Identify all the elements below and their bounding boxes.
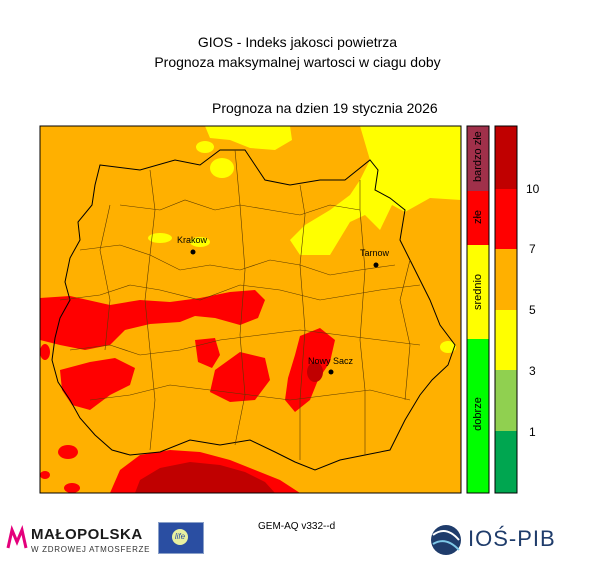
city-label-nowy-sacz: Nowy Sacz (308, 356, 354, 366)
life-logo-text: life (172, 529, 188, 545)
category-zle (467, 191, 489, 245)
zone-red-southwest (60, 358, 135, 410)
scale-band-6 (495, 431, 517, 493)
scale-band-4 (495, 310, 517, 370)
zone-darkred-south (135, 462, 275, 493)
map-frame (39, 125, 462, 494)
scale-band-5 (495, 370, 517, 431)
map-subtitle: Prognoza maksymalnej wartosci w ciagu do… (154, 54, 441, 70)
malopolska-logo-subtext: W ZDROWEJ ATMOSFERZE (31, 545, 151, 554)
city-label-tarnow: Tarnow (360, 248, 390, 258)
zone-yellow-small2 (210, 158, 234, 178)
ios-pib-logo: IOŚ-PIB (428, 520, 568, 560)
eu-life-logo: life (158, 522, 204, 554)
city-marker-tarnow (373, 262, 379, 268)
zone-darkred-nowy-sacz (307, 362, 323, 382)
zone-red-south-center (210, 352, 270, 402)
malopolska-logo-mark (6, 525, 28, 549)
scale-tick-3: 3 (529, 364, 536, 378)
forecast-map: Krakow Tarnow Nowy Sacz (40, 126, 461, 493)
city-label-krakow: Krakow (177, 235, 208, 245)
forecast-date: Prognoza na dzien 19 stycznia 2026 (212, 100, 438, 116)
zone-yellow-krakow (148, 233, 172, 243)
county-borders (59, 149, 421, 460)
ios-pib-logo-text: IOŚ-PIB (468, 526, 556, 551)
zone-red-small4 (40, 344, 50, 360)
zone-red-west-band (40, 290, 265, 350)
category-label-zle: złe (472, 209, 484, 225)
zone-red-small3 (40, 471, 50, 479)
ios-logo-mark (431, 525, 461, 555)
zone-yellow-east (440, 341, 456, 353)
malopolska-logo: MAŁOPOLSKA W ZDROWEJ ATMOSFERZE (5, 521, 153, 557)
category-label-dobrze: dobrze (472, 397, 484, 431)
scale-legend (494, 125, 518, 494)
city-marker-krakow (190, 249, 196, 255)
zone-red-small1 (58, 445, 78, 459)
scale-band-1 (495, 126, 517, 189)
zone-yellow-small1 (196, 141, 214, 153)
scale-tick-1: 1 (529, 425, 536, 439)
malopolska-logo-text: MAŁOPOLSKA (31, 526, 143, 543)
category-bardzo-zle (467, 126, 489, 191)
category-dobrze (467, 339, 489, 493)
city-marker-nowy-sacz (328, 369, 334, 375)
model-label: GEM-AQ v332--d (258, 521, 336, 532)
zone-red-small2 (64, 483, 80, 493)
zone-yellow-north (205, 126, 292, 150)
scale-tick-7: 7 (529, 242, 536, 256)
map-title: GIOS - Indeks jakosci powietrza (197, 34, 398, 50)
zone-yellow-krakow2 (190, 237, 210, 247)
scale-tick-10: 10 (526, 182, 540, 196)
category-label-srednio: srednio (472, 273, 484, 311)
category-srednio (467, 245, 489, 339)
category-label-bardzo-zle: bardzo złe (472, 131, 484, 182)
region-border (51, 149, 456, 471)
category-legend (466, 125, 490, 494)
scale-tick-5: 5 (529, 303, 536, 317)
scale-band-3 (495, 249, 517, 310)
zone-red-center (195, 338, 220, 368)
scale-band-2 (495, 189, 517, 249)
